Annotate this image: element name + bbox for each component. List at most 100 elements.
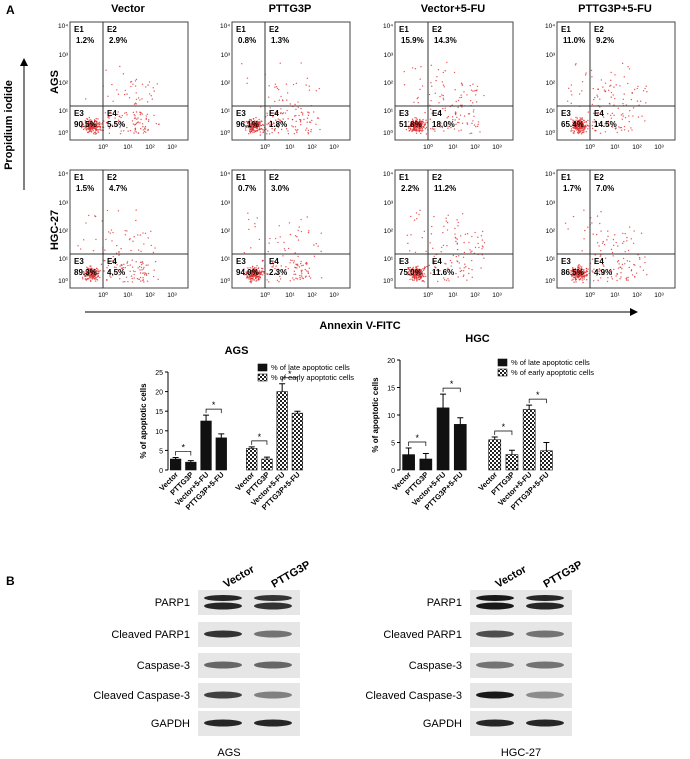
event-dot: [644, 256, 646, 258]
event-dot: [261, 267, 264, 270]
x-axis-title: Annexin V-FITC: [319, 320, 400, 332]
event-dot: [415, 117, 418, 119]
event-dot: [156, 83, 159, 85]
event-dot: [269, 120, 272, 122]
event-dot: [607, 124, 609, 127]
event-dot: [408, 129, 411, 132]
event-dot: [470, 89, 473, 91]
event-dot: [421, 274, 424, 276]
event-dot: [438, 110, 440, 113]
event-dot: [122, 281, 124, 283]
quadrant-percent: 14.3%: [434, 36, 457, 45]
event-dot: [124, 266, 126, 269]
event-dot: [251, 275, 254, 277]
event-dot: [413, 269, 415, 271]
event-dot: [638, 256, 641, 259]
event-dot: [431, 225, 433, 228]
event-dot: [107, 95, 109, 98]
bar: [488, 439, 502, 471]
event-dot: [454, 227, 456, 230]
event-dot: [123, 130, 125, 132]
chart-title: AGS: [225, 345, 249, 357]
event-dot: [609, 85, 611, 87]
event-dot: [150, 244, 153, 247]
x-tick-label: 10³: [167, 292, 177, 299]
event-dot: [463, 274, 465, 276]
event-dot: [454, 113, 457, 116]
event-dot: [96, 267, 98, 270]
event-dot: [414, 67, 417, 70]
cell-line-label: AGS: [217, 747, 240, 759]
error-bar: [543, 442, 550, 451]
event-dot: [600, 79, 603, 81]
event-dot: [258, 272, 261, 274]
y-tick-label: 20: [155, 390, 163, 397]
event-dot: [141, 83, 144, 85]
protein-label: Cleaved Caspase-3: [365, 690, 462, 702]
event-dot: [582, 270, 585, 272]
event-dot: [609, 103, 611, 105]
event-dot: [86, 123, 88, 125]
event-dot: [155, 122, 158, 125]
blot-strip: [470, 590, 572, 615]
bar: [505, 454, 519, 471]
event-dot: [106, 209, 109, 212]
quadrant-label: E1: [236, 173, 246, 182]
event-dot: [419, 126, 422, 128]
event-dot: [433, 255, 435, 258]
event-dot: [445, 279, 448, 281]
event-dot: [277, 268, 279, 270]
event-dot: [628, 120, 630, 123]
event-dot: [253, 269, 255, 271]
event-dot: [294, 103, 296, 106]
error-bar: [491, 436, 498, 440]
row-label: AGS: [49, 70, 61, 94]
event-dot: [134, 127, 137, 129]
event-dot: [600, 230, 602, 232]
event-dot: [248, 133, 250, 135]
event-dot: [133, 124, 136, 126]
x-tick-label: 10³: [654, 292, 664, 299]
event-dot: [305, 262, 307, 265]
y-tick-label: 10³: [384, 200, 394, 207]
event-dot: [453, 71, 456, 74]
event-dot: [594, 125, 597, 127]
event-dot: [142, 268, 145, 270]
event-dot: [135, 122, 138, 124]
event-dot: [430, 128, 432, 130]
event-dot: [310, 130, 312, 133]
event-dot: [131, 120, 134, 122]
event-dot: [566, 100, 569, 102]
event-dot: [274, 272, 277, 275]
event-dot: [90, 280, 92, 283]
event-dot: [124, 112, 126, 114]
event-dot: [107, 116, 109, 118]
event-dot: [267, 123, 270, 125]
event-dot: [308, 89, 311, 91]
event-dot: [306, 262, 308, 264]
event-dot: [586, 124, 589, 127]
event-dot: [433, 271, 435, 273]
event-dot: [578, 273, 580, 276]
event-dot: [82, 128, 85, 131]
event-dot: [572, 119, 574, 121]
event-dot: [119, 278, 121, 280]
event-dot: [126, 93, 128, 95]
event-dot: [141, 261, 144, 263]
protein-label: GAPDH: [423, 718, 462, 730]
event-dot: [135, 219, 137, 222]
event-dot: [244, 121, 246, 123]
event-dot: [622, 257, 625, 260]
event-dot: [262, 271, 265, 273]
event-dot: [458, 121, 460, 124]
event-dot: [596, 94, 598, 96]
event-dot: [419, 209, 421, 212]
event-dot: [85, 271, 88, 273]
event-dot: [116, 264, 118, 266]
event-dot: [106, 266, 108, 269]
event-dot: [130, 275, 133, 277]
event-dot: [618, 126, 620, 128]
